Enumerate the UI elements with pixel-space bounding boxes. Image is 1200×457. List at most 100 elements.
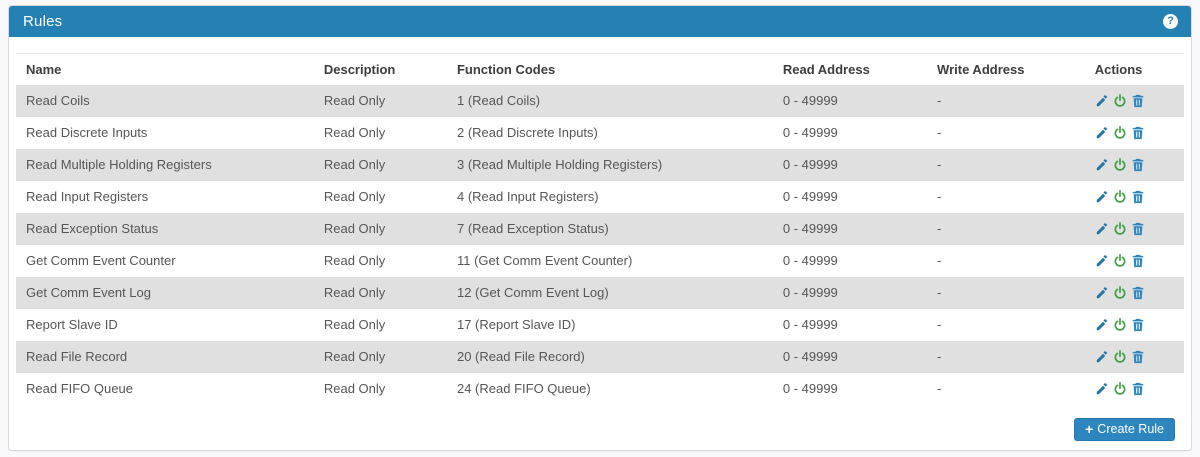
- power-toggle-icon[interactable]: [1113, 93, 1127, 108]
- power-toggle-icon[interactable]: [1113, 221, 1127, 236]
- edit-pencil-icon[interactable]: [1095, 190, 1109, 204]
- rule-function-codes-cell: 7 (Read Exception Status): [456, 221, 609, 236]
- delete-trash-icon[interactable]: [1131, 158, 1145, 172]
- rule-write-address-cell: -: [937, 189, 942, 204]
- rule-name-cell: Read Coils: [26, 93, 90, 108]
- rule-read-address-cell: 0 - 49999: [782, 285, 838, 300]
- rule-name-cell: Get Comm Event Log: [26, 285, 151, 300]
- rule-actions-cell: [1085, 373, 1184, 405]
- rule-write-address-cell: -: [937, 285, 942, 300]
- panel-body: Name Description Function Codes Read Add…: [9, 37, 1191, 452]
- table-row: Read File Record Read Only 20 (Read File…: [16, 340, 1184, 373]
- column-header-read-address: Read Address: [782, 61, 870, 77]
- rules-panel: Rules ? Name Description Function Codes …: [8, 5, 1192, 451]
- rule-description-cell: Read Only: [323, 157, 386, 172]
- rule-name-cell: Read Exception Status: [26, 221, 159, 236]
- rule-description-cell: Read Only: [323, 285, 386, 300]
- rule-write-address-cell: -: [937, 381, 942, 396]
- edit-pencil-icon[interactable]: [1095, 158, 1109, 172]
- table-row: Get Comm Event Log Read Only 12 (Get Com…: [16, 276, 1184, 309]
- rule-read-address-cell: 0 - 49999: [782, 381, 838, 396]
- table-row: Read Multiple Holding Registers Read Onl…: [16, 148, 1184, 181]
- column-header-write-address: Write Address: [937, 61, 1025, 77]
- rule-name-cell: Get Comm Event Counter: [26, 253, 176, 268]
- power-toggle-icon[interactable]: [1113, 189, 1127, 204]
- rule-read-address-cell: 0 - 49999: [782, 317, 838, 332]
- rule-read-address-cell: 0 - 49999: [782, 349, 838, 364]
- edit-pencil-icon[interactable]: [1095, 94, 1109, 108]
- edit-pencil-icon[interactable]: [1095, 350, 1109, 364]
- rule-name-cell: Read Multiple Holding Registers: [26, 157, 212, 172]
- rule-description-cell: Read Only: [323, 253, 386, 268]
- table-row: Read Input Registers Read Only 4 (Read I…: [16, 180, 1184, 213]
- edit-pencil-icon[interactable]: [1095, 126, 1109, 140]
- rule-read-address-cell: 0 - 49999: [782, 189, 838, 204]
- table-row: Report Slave ID Read Only 17 (Report Sla…: [16, 308, 1184, 341]
- power-toggle-icon[interactable]: [1113, 253, 1127, 268]
- delete-trash-icon[interactable]: [1131, 382, 1145, 396]
- power-toggle-icon[interactable]: [1113, 125, 1127, 140]
- rule-name-cell: Report Slave ID: [26, 317, 118, 332]
- power-toggle-icon[interactable]: [1113, 349, 1127, 364]
- panel-title: Rules: [23, 13, 63, 30]
- rule-description-cell: Read Only: [323, 349, 386, 364]
- delete-trash-icon[interactable]: [1131, 318, 1145, 332]
- power-toggle-icon[interactable]: [1113, 157, 1127, 172]
- rule-function-codes-cell: 20 (Read File Record): [456, 349, 585, 364]
- rule-actions-cell: [1085, 245, 1184, 277]
- delete-trash-icon[interactable]: [1131, 126, 1145, 140]
- panel-header: Rules ?: [9, 6, 1191, 37]
- help-icon[interactable]: ?: [1163, 14, 1178, 29]
- rule-write-address-cell: -: [937, 125, 942, 140]
- power-toggle-icon[interactable]: [1113, 317, 1127, 332]
- table-header-row: Name Description Function Codes Read Add…: [16, 54, 1184, 85]
- delete-trash-icon[interactable]: [1131, 94, 1145, 108]
- edit-pencil-icon[interactable]: [1095, 382, 1109, 396]
- table-row: Read Discrete Inputs Read Only 2 (Read D…: [16, 116, 1184, 149]
- rule-function-codes-cell: 12 (Get Comm Event Log): [456, 285, 609, 300]
- table-row: Read Exception Status Read Only 7 (Read …: [16, 212, 1184, 245]
- rule-write-address-cell: -: [937, 253, 942, 268]
- delete-trash-icon[interactable]: [1131, 190, 1145, 204]
- plus-icon: +: [1085, 421, 1094, 437]
- rule-write-address-cell: -: [937, 349, 942, 364]
- rule-read-address-cell: 0 - 49999: [782, 253, 838, 268]
- column-header-name: Name: [26, 61, 62, 77]
- table-row: Read Coils Read Only 1 (Read Coils) 0 - …: [16, 84, 1184, 117]
- rule-function-codes-cell: 1 (Read Coils): [456, 93, 541, 108]
- rule-function-codes-cell: 17 (Report Slave ID): [456, 317, 576, 332]
- delete-trash-icon[interactable]: [1131, 254, 1145, 268]
- edit-pencil-icon[interactable]: [1095, 286, 1109, 300]
- create-rule-button[interactable]: + Create Rule: [1074, 417, 1175, 441]
- rule-name-cell: Read File Record: [26, 349, 128, 364]
- rule-function-codes-cell: 2 (Read Discrete Inputs): [456, 125, 598, 140]
- rule-actions-cell: [1085, 149, 1184, 181]
- rule-name-cell: Read Discrete Inputs: [26, 125, 148, 140]
- edit-pencil-icon[interactable]: [1095, 318, 1109, 332]
- rule-description-cell: Read Only: [323, 189, 386, 204]
- rule-name-cell: Read FIFO Queue: [26, 381, 133, 396]
- edit-pencil-icon[interactable]: [1095, 222, 1109, 236]
- power-toggle-icon[interactable]: [1113, 381, 1127, 396]
- rule-description-cell: Read Only: [323, 317, 386, 332]
- delete-trash-icon[interactable]: [1131, 350, 1145, 364]
- rule-read-address-cell: 0 - 49999: [782, 221, 838, 236]
- rule-read-address-cell: 0 - 49999: [782, 93, 838, 108]
- rules-table: Name Description Function Codes Read Add…: [16, 53, 1184, 405]
- edit-pencil-icon[interactable]: [1095, 254, 1109, 268]
- rule-function-codes-cell: 4 (Read Input Registers): [456, 189, 599, 204]
- delete-trash-icon[interactable]: [1131, 222, 1145, 236]
- rule-description-cell: Read Only: [323, 125, 386, 140]
- delete-trash-icon[interactable]: [1131, 286, 1145, 300]
- rule-description-cell: Read Only: [323, 221, 386, 236]
- power-toggle-icon[interactable]: [1113, 285, 1127, 300]
- rule-description-cell: Read Only: [323, 381, 386, 396]
- rule-actions-cell: [1085, 277, 1184, 309]
- rule-actions-cell: [1085, 309, 1184, 341]
- rule-write-address-cell: -: [937, 221, 942, 236]
- table-row: Get Comm Event Counter Read Only 11 (Get…: [16, 244, 1184, 277]
- rule-actions-cell: [1085, 117, 1184, 149]
- rule-actions-cell: [1085, 85, 1184, 117]
- rule-actions-cell: [1085, 213, 1184, 245]
- rule-read-address-cell: 0 - 49999: [782, 157, 838, 172]
